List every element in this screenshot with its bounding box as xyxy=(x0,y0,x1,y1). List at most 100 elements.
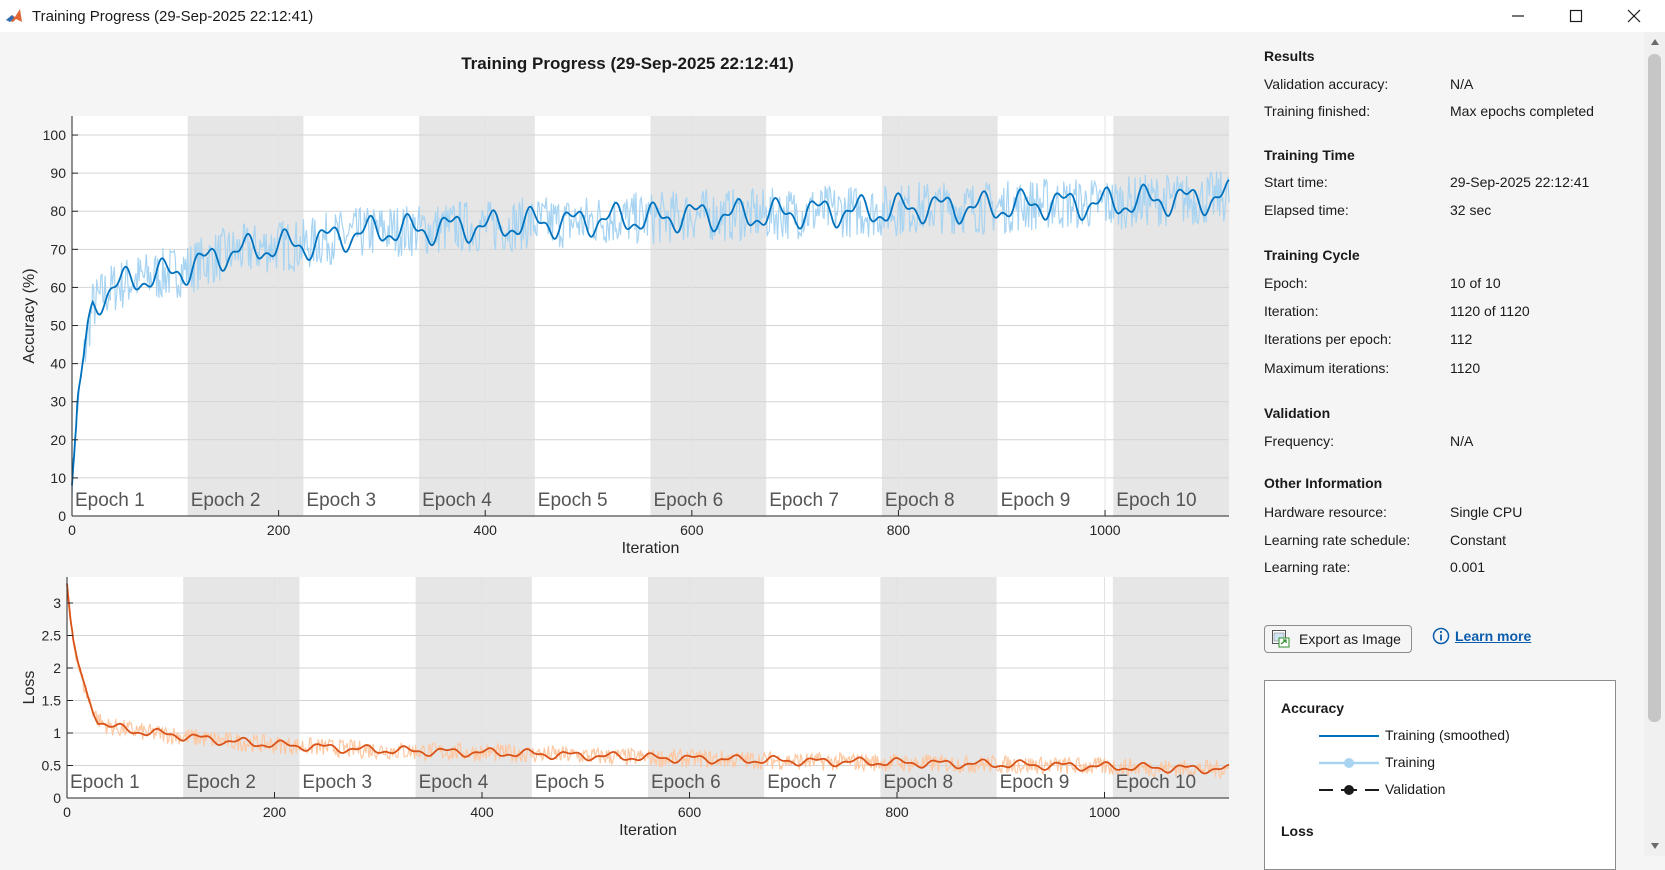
legend-smoothed-swatch xyxy=(1319,735,1379,737)
close-button[interactable] xyxy=(1605,0,1663,32)
x-tick-label: 1000 xyxy=(1089,804,1120,820)
x-tick-label: 200 xyxy=(263,804,287,820)
x-tick-label: 600 xyxy=(680,522,704,538)
epoch-shade xyxy=(1112,577,1229,798)
epoch-label: Epoch 1 xyxy=(75,490,145,511)
other-information-title: Other Information xyxy=(1264,475,1383,491)
training-time-title: Training Time xyxy=(1264,147,1355,163)
epoch-label: Epoch 6 xyxy=(654,490,724,511)
epoch-label: Epoch 10 xyxy=(1116,772,1196,793)
minimize-icon xyxy=(1512,15,1524,17)
x-tick-label: 1000 xyxy=(1089,522,1120,538)
minimize-button[interactable] xyxy=(1489,0,1547,32)
elapsed-time-value: 32 sec xyxy=(1450,202,1492,218)
y-tick-label: 0.5 xyxy=(42,758,62,774)
scroll-down-icon[interactable] xyxy=(1648,840,1661,852)
epoch-label: Epoch 8 xyxy=(885,490,955,511)
plot-title: Training Progress (29-Sep-2025 22:12:41) xyxy=(461,54,794,73)
legend-accuracy-title: Accuracy xyxy=(1281,700,1345,716)
y-tick-label: 90 xyxy=(50,165,66,181)
info-panel: Results Validation accuracy: N/A Trainin… xyxy=(1264,32,1634,870)
x-axis-label: Iteration xyxy=(622,540,680,557)
epoch-label: Epoch 1 xyxy=(70,772,140,793)
x-tick-label: 400 xyxy=(474,522,498,538)
x-tick-label: 800 xyxy=(887,522,911,538)
training-finished-label: Training finished: xyxy=(1264,103,1371,119)
y-tick-label: 10 xyxy=(50,470,66,486)
scroll-up-icon[interactable] xyxy=(1648,36,1661,48)
training-smoothed-line xyxy=(71,179,1230,486)
epoch-label: Epoch 4 xyxy=(422,490,492,511)
y-axis-label: Loss xyxy=(21,671,38,705)
epoch-label: Epoch 3 xyxy=(302,772,372,793)
export-as-image-button[interactable]: Export as Image xyxy=(1264,625,1412,653)
legend-validation-label: Validation xyxy=(1385,781,1446,797)
y-tick-label: 3 xyxy=(53,595,61,611)
epoch-label: Epoch 6 xyxy=(651,772,721,793)
learn-more-link[interactable]: Learn more xyxy=(1432,627,1531,645)
vertical-scrollbar[interactable] xyxy=(1644,32,1665,856)
epoch-label: Epoch 8 xyxy=(883,772,953,793)
epoch-label: Epoch 2 xyxy=(186,772,256,793)
maximum-iterations-value: 1120 xyxy=(1450,360,1481,376)
training-raw-line xyxy=(71,171,1230,499)
x-tick-label: 0 xyxy=(63,804,71,820)
epoch-shade xyxy=(650,116,767,516)
validation-title: Validation xyxy=(1264,405,1331,421)
epoch-label: Epoch 4 xyxy=(419,772,489,793)
legend-training-smoothed-label: Training (smoothed) xyxy=(1385,727,1510,743)
epoch-shade xyxy=(419,116,535,516)
learning-rate-label: Learning rate: xyxy=(1264,559,1351,575)
accuracy-chart[interactable]: Epoch 1 Epoch 2 Epoch 3 Epoch 4 Epoch 5 Epoch… xyxy=(0,32,1240,557)
y-tick-label: 1 xyxy=(53,725,61,741)
y-tick-label: 50 xyxy=(50,318,66,334)
matlab-icon xyxy=(4,6,24,26)
learn-more-label: Learn more xyxy=(1455,628,1532,644)
y-axis-label: Accuracy (%) xyxy=(21,268,38,363)
iterations-per-epoch-value: 112 xyxy=(1450,331,1473,347)
training-smoothed-line xyxy=(66,583,1230,775)
export-button-label: Export as Image xyxy=(1299,631,1401,647)
learning-rate-schedule-label: Learning rate schedule: xyxy=(1264,532,1411,548)
scrollbar-thumb[interactable] xyxy=(1648,54,1661,722)
legend-training-label: Training xyxy=(1385,754,1436,770)
elapsed-time-label: Elapsed time: xyxy=(1264,202,1349,218)
legend-validation-swatch xyxy=(1319,785,1379,795)
maximum-iterations-label: Maximum iterations: xyxy=(1264,360,1390,376)
y-tick-label: 0 xyxy=(53,790,61,806)
x-tick-label: 0 xyxy=(68,522,76,538)
plot-area: Training Progress (29-Sep-2025 22:12:41)… xyxy=(0,32,1230,856)
epoch-label: Epoch 7 xyxy=(767,772,837,793)
epoch-label: Epoch 7 xyxy=(769,490,839,511)
legend-training-swatch xyxy=(1319,758,1379,768)
epoch-label: Epoch 5 xyxy=(535,772,605,793)
epoch-shade xyxy=(187,116,304,516)
title-bar: Training Progress (29-Sep-2025 22:12:41) xyxy=(0,0,1665,32)
epoch-label: Epoch: xyxy=(1264,275,1308,291)
close-icon xyxy=(1627,9,1641,23)
legend-loss-title: Loss xyxy=(1281,823,1314,839)
x-tick-label: 600 xyxy=(678,804,702,820)
iterations-per-epoch-label: Iterations per epoch: xyxy=(1264,331,1392,347)
maximize-button[interactable] xyxy=(1547,0,1605,32)
loss-chart[interactable]: Epoch 1 Epoch 2 Epoch 3 Epoch 4 Epoch 5 Epoch… xyxy=(0,32,1240,856)
training-raw-line xyxy=(66,582,1230,780)
y-tick-label: 60 xyxy=(50,279,66,295)
window-title: Training Progress (29-Sep-2025 22:12:41) xyxy=(32,7,314,25)
epoch-label: Epoch 2 xyxy=(191,490,261,511)
y-tick-label: 1.5 xyxy=(42,693,62,709)
iteration-value: 1120 of 1120 xyxy=(1450,303,1530,319)
x-tick-label: 800 xyxy=(885,804,909,820)
validation-accuracy-label: Validation accuracy: xyxy=(1264,76,1389,92)
y-tick-label: 30 xyxy=(50,394,66,410)
epoch-label: Epoch 9 xyxy=(1000,772,1070,793)
hardware-resource-value: Single CPU xyxy=(1450,504,1523,520)
info-icon xyxy=(1432,627,1450,645)
epoch-shade xyxy=(881,116,998,516)
epoch-shade xyxy=(415,577,532,798)
epoch-label: Epoch 3 xyxy=(306,490,376,511)
y-tick-label: 80 xyxy=(50,203,66,219)
iteration-label: Iteration: xyxy=(1264,303,1319,319)
x-tick-label: 400 xyxy=(470,804,494,820)
start-time-label: Start time: xyxy=(1264,174,1328,190)
